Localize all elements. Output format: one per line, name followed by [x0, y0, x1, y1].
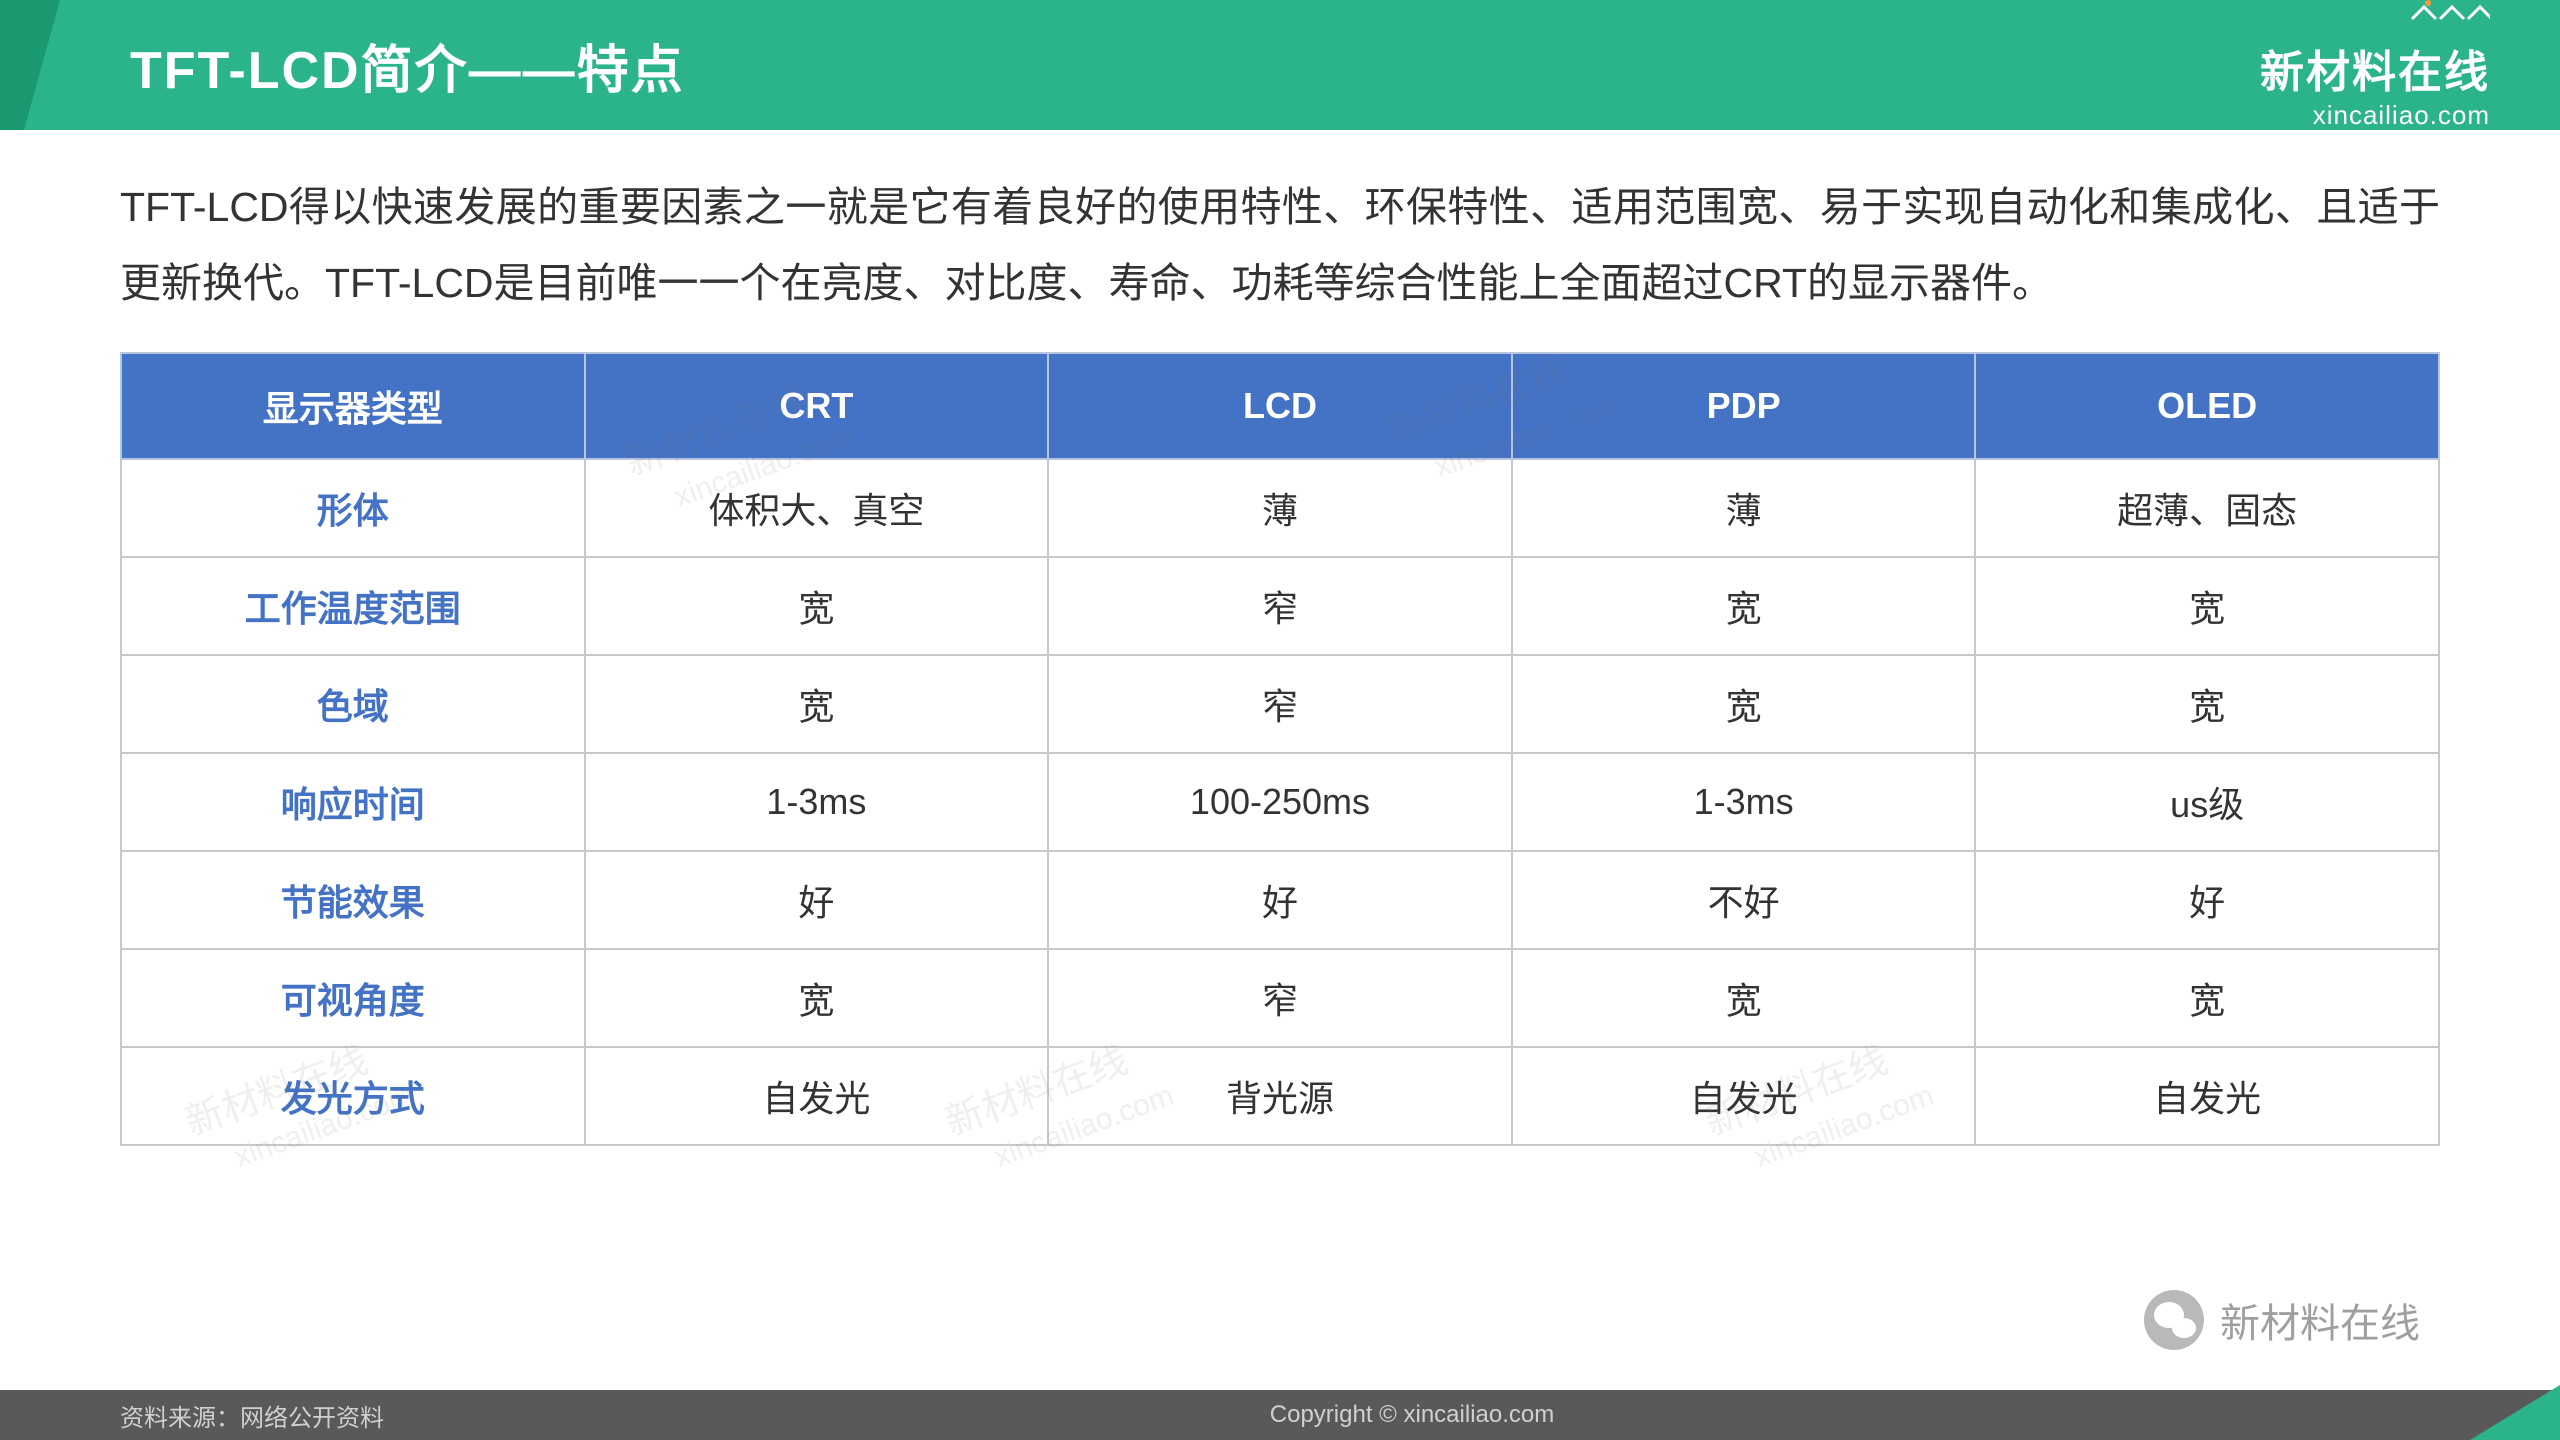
- corner-accent: [2470, 1385, 2560, 1440]
- table-cell: 好: [1048, 851, 1512, 949]
- row-label-cell: 发光方式: [121, 1047, 585, 1145]
- table-header-cell: CRT: [585, 353, 1049, 459]
- table-cell: 薄: [1048, 459, 1512, 557]
- table-cell: 宽: [1975, 557, 2439, 655]
- table-cell: 宽: [585, 655, 1049, 753]
- logo-text-main: 新材料在线: [2260, 36, 2490, 100]
- row-label-cell: 可视角度: [121, 949, 585, 1047]
- table-cell: 背光源: [1048, 1047, 1512, 1145]
- slide-content: TFT-LCD得以快速发展的重要因素之一就是它有着良好的使用特性、环保特性、适用…: [0, 130, 2560, 1146]
- row-label-cell: 色域: [121, 655, 585, 753]
- table-row: 响应时间1-3ms100-250ms1-3msus级: [121, 753, 2439, 851]
- slide-header: TFT-LCD简介——特点 新材料在线 xincailiao.com: [0, 0, 2560, 130]
- row-label-cell: 节能效果: [121, 851, 585, 949]
- table-cell: 好: [1975, 851, 2439, 949]
- slide-footer: 资料来源：网络公开资料 Copyright © xincailiao.com: [0, 1390, 2560, 1440]
- table-header-cell: OLED: [1975, 353, 2439, 459]
- table-cell: 宽: [1512, 557, 1976, 655]
- table-cell: 1-3ms: [1512, 753, 1976, 851]
- table-cell: 窄: [1048, 655, 1512, 753]
- wechat-text: 新材料在线: [2220, 1291, 2420, 1349]
- table-cell: 100-250ms: [1048, 753, 1512, 851]
- table-cell: 好: [585, 851, 1049, 949]
- table-header-cell: LCD: [1048, 353, 1512, 459]
- house-icon: [2410, 0, 2490, 32]
- comparison-table: 显示器类型 CRT LCD PDP OLED 形体体积大、真空薄薄超薄、固态工作…: [120, 352, 2440, 1146]
- table-cell: 宽: [1512, 949, 1976, 1047]
- table-row: 形体体积大、真空薄薄超薄、固态: [121, 459, 2439, 557]
- table-cell: 宽: [1975, 949, 2439, 1047]
- table-row: 工作温度范围宽窄宽宽: [121, 557, 2439, 655]
- table-cell: 1-3ms: [585, 753, 1049, 851]
- description-text: TFT-LCD得以快速发展的重要因素之一就是它有着良好的使用特性、环保特性、适用…: [120, 170, 2440, 322]
- table-cell: 窄: [1048, 557, 1512, 655]
- table-cell: 自发光: [585, 1047, 1049, 1145]
- table-cell: 宽: [585, 949, 1049, 1047]
- table-cell: 宽: [585, 557, 1049, 655]
- table-cell: us级: [1975, 753, 2439, 851]
- table-cell: 窄: [1048, 949, 1512, 1047]
- table-header-row: 显示器类型 CRT LCD PDP OLED: [121, 353, 2439, 459]
- footer-copyright: Copyright © xincailiao.com: [384, 1401, 2440, 1429]
- slide-title: TFT-LCD简介——特点: [130, 28, 685, 103]
- table-cell: 自发光: [1512, 1047, 1976, 1145]
- table-cell: 体积大、真空: [585, 459, 1049, 557]
- logo-text-sub: xincailiao.com: [2260, 100, 2490, 131]
- table-cell: 不好: [1512, 851, 1976, 949]
- footer-source: 资料来源：网络公开资料: [120, 1398, 384, 1433]
- table-cell: 超薄、固态: [1975, 459, 2439, 557]
- row-label-cell: 响应时间: [121, 753, 585, 851]
- table-row: 可视角度宽窄宽宽: [121, 949, 2439, 1047]
- table-cell: 薄: [1512, 459, 1976, 557]
- table-cell: 宽: [1512, 655, 1976, 753]
- wechat-watermark: 新材料在线: [2144, 1290, 2420, 1350]
- row-label-cell: 形体: [121, 459, 585, 557]
- row-label-cell: 工作温度范围: [121, 557, 585, 655]
- table-row: 节能效果好好不好好: [121, 851, 2439, 949]
- table-cell: 宽: [1975, 655, 2439, 753]
- table-row: 色域宽窄宽宽: [121, 655, 2439, 753]
- table-row: 发光方式自发光背光源自发光自发光: [121, 1047, 2439, 1145]
- table-header-cell: 显示器类型: [121, 353, 585, 459]
- table-cell: 自发光: [1975, 1047, 2439, 1145]
- table-header-cell: PDP: [1512, 353, 1976, 459]
- brand-logo: 新材料在线 xincailiao.com: [2260, 0, 2490, 131]
- wechat-icon: [2144, 1290, 2204, 1350]
